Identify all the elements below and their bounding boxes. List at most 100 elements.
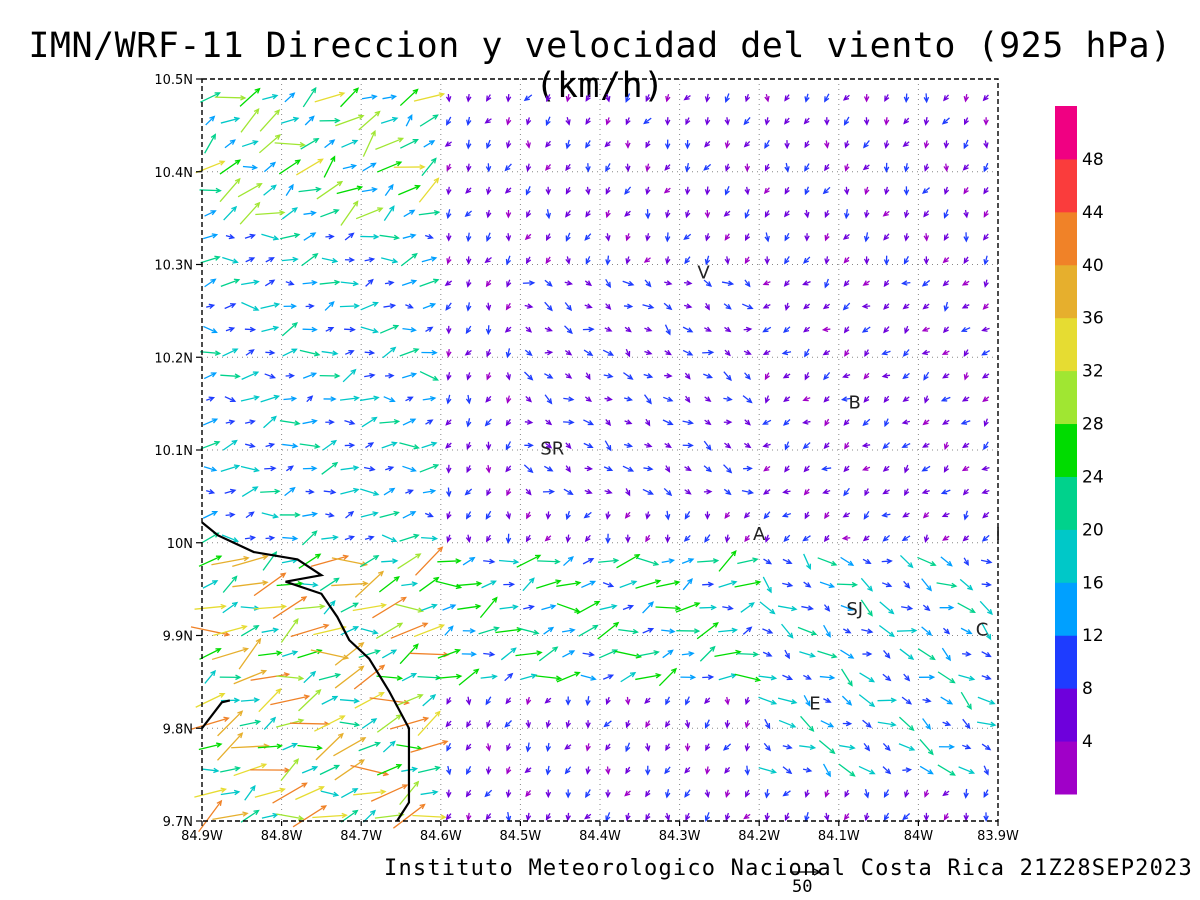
wind-arrow	[942, 720, 952, 727]
wind-arrow	[240, 625, 260, 637]
wind-arrow	[285, 465, 294, 472]
wind-arrow	[797, 626, 818, 636]
wind-arrow	[723, 419, 733, 425]
wind-arrow	[445, 419, 452, 426]
wind-arrow	[782, 373, 791, 379]
wind-arrow	[901, 535, 911, 542]
wind-arrow	[584, 303, 593, 309]
wind-arrow	[942, 280, 950, 287]
wind-arrow	[863, 256, 870, 265]
wind-arrow	[381, 558, 399, 564]
wind-arrow	[381, 441, 398, 449]
wind-arrow	[224, 303, 237, 310]
wind-arrow	[484, 118, 492, 124]
wind-arrow	[645, 534, 651, 543]
wind-arrow	[862, 418, 871, 427]
wind-arrow	[645, 789, 651, 798]
wind-arrow	[364, 372, 376, 379]
wind-arrow	[274, 141, 306, 148]
wind-arrow	[682, 442, 694, 449]
wind-arrow	[764, 718, 771, 730]
colorbar-label: 4	[1082, 732, 1093, 752]
wind-arrow	[644, 279, 652, 288]
wind-arrow	[841, 695, 853, 706]
wind-arrow	[983, 812, 989, 822]
wind-arrow	[665, 743, 671, 752]
wind-arrow	[961, 465, 970, 472]
wind-arrow	[922, 604, 931, 612]
wind-arrow	[340, 602, 360, 613]
place-label: E	[809, 694, 820, 715]
wind-arrow	[762, 442, 771, 448]
wind-arrow	[884, 418, 890, 428]
wind-arrow	[446, 325, 452, 335]
wind-arrow	[259, 109, 281, 132]
wind-arrow	[505, 140, 512, 149]
wind-arrow	[840, 556, 855, 567]
wind-arrow	[724, 140, 731, 149]
wind-arrow	[803, 303, 811, 310]
wind-arrow	[302, 326, 318, 333]
wind-arrow	[783, 534, 791, 543]
wind-arrow	[961, 303, 970, 309]
wind-arrow	[505, 255, 512, 266]
wind-arrow	[597, 621, 620, 640]
wind-arrow	[961, 442, 970, 449]
wind-arrow	[524, 442, 534, 449]
wind-arrow	[744, 279, 751, 288]
wind-arrow	[883, 117, 890, 126]
wind-arrow	[339, 698, 361, 704]
wind-arrow	[822, 349, 831, 356]
colorbar-swatch	[1055, 317, 1077, 372]
wind-arrow	[842, 512, 851, 518]
wind-arrow	[619, 580, 638, 589]
wind-arrow	[705, 233, 711, 242]
wind-arrow	[804, 163, 810, 172]
wind-arrow	[584, 488, 593, 495]
wind-arrow	[743, 511, 751, 519]
wind-arrow	[883, 812, 890, 821]
wind-arrow	[881, 512, 891, 518]
wind-arrow	[881, 558, 893, 565]
wind-arrow	[302, 511, 319, 518]
wind-arrow	[682, 578, 693, 591]
wind-arrow	[339, 303, 361, 309]
wind-arrow	[576, 600, 601, 615]
wind-arrow	[562, 650, 576, 658]
wind-arrow	[358, 110, 381, 131]
wind-arrow	[858, 694, 876, 708]
wind-arrow	[923, 256, 930, 265]
wind-arrow	[281, 256, 299, 263]
wind-arrow	[290, 623, 330, 638]
wind-arrow	[385, 465, 395, 472]
wind-arrow	[344, 232, 355, 241]
wind-arrow	[241, 371, 260, 380]
wind-arrow	[844, 789, 850, 798]
wind-arrow	[379, 324, 400, 334]
wind-arrow	[220, 766, 241, 773]
wind-arrow	[321, 461, 339, 475]
wind-arrow	[304, 115, 315, 126]
wind-arrow	[599, 604, 618, 611]
wind-arrow	[941, 117, 950, 125]
wind-arrow	[542, 488, 556, 495]
wind-arrow	[200, 350, 222, 356]
wind-arrow	[704, 140, 711, 148]
wind-arrow	[803, 553, 812, 571]
wind-arrow	[824, 278, 830, 289]
wind-arrow	[642, 488, 654, 495]
wind-arrow	[398, 184, 421, 196]
wind-arrow	[623, 303, 634, 309]
wind-arrow	[485, 441, 492, 451]
wind-arrow	[300, 137, 320, 150]
wind-arrow	[982, 233, 989, 241]
place-label: B	[849, 392, 861, 413]
y-tick-label: 9.9N	[163, 630, 193, 645]
wind-arrow	[225, 512, 236, 518]
wind-arrow	[783, 279, 790, 287]
wind-arrow	[240, 809, 260, 823]
wind-arrow	[684, 303, 693, 309]
wind-arrow	[310, 554, 350, 568]
wind-arrow	[402, 372, 418, 379]
wind-arrow	[803, 488, 810, 496]
